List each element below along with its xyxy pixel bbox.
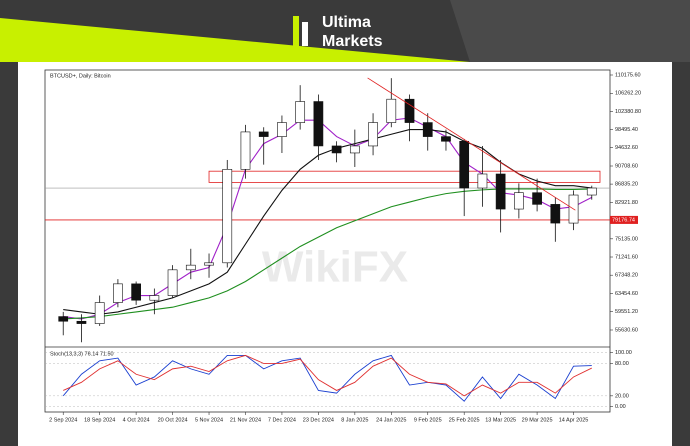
candle-body — [532, 192, 542, 205]
logo-icon — [302, 22, 308, 46]
candle-body — [313, 101, 324, 147]
price-label-bg — [610, 215, 638, 224]
candle-body — [149, 295, 160, 301]
candle-body — [131, 283, 141, 301]
candle-body — [185, 264, 196, 271]
y-tick-label: 75135.00 — [615, 236, 638, 242]
x-tick-label: 2 Sep 2024 — [49, 417, 77, 423]
plot-frame — [44, 69, 611, 413]
y-tick-label: 94632.60 — [615, 145, 638, 151]
y-tick-label: 80.00 — [615, 361, 629, 367]
x-tick-label: 5 Nov 2024 — [195, 417, 223, 423]
x-tick-label: 9 Feb 2025 — [414, 417, 442, 423]
y-tick-label: 86835.20 — [615, 182, 638, 188]
candle-body — [386, 98, 397, 123]
x-tick-label: 13 Mar 2025 — [485, 417, 516, 423]
x-tick-label: 14 Apr 2025 — [559, 417, 589, 423]
brand-name: Markets — [322, 33, 383, 50]
y-tick-label: 63454.60 — [615, 291, 638, 297]
y-tick-label: 110175.60 — [615, 72, 641, 78]
candle-body — [295, 101, 306, 123]
candle-body — [404, 98, 415, 123]
x-tick-label: 25 Feb 2025 — [449, 417, 480, 423]
candle-body — [586, 187, 597, 196]
candle-body — [477, 173, 488, 189]
candle-body — [514, 192, 524, 210]
candle-body — [459, 140, 470, 189]
candle-body — [76, 320, 87, 324]
x-tick-label: 23 Dec 2024 — [303, 417, 334, 423]
chart-panel — [18, 62, 672, 446]
y-tick-label: 100.00 — [615, 350, 632, 356]
candle-body — [167, 269, 178, 296]
x-tick-label: 20 Oct 2024 — [158, 417, 188, 423]
y-tick-label: 71241.60 — [615, 254, 638, 260]
x-tick-label: 24 Jan 2025 — [376, 417, 406, 423]
brand-name: Ultima — [322, 14, 371, 31]
candle-body — [422, 122, 433, 137]
candle-body — [277, 122, 287, 137]
candle-body — [550, 204, 561, 224]
candle-body — [258, 131, 269, 137]
chart-title: BTCUSD+, Daily: Bitcoin — [50, 73, 111, 79]
x-tick-label: 7 Dec 2024 — [268, 417, 296, 423]
candle-body — [495, 173, 506, 210]
candle-body — [58, 316, 69, 322]
x-tick-label: 29 Mar 2025 — [522, 417, 553, 423]
price-label: 79176.74 — [612, 217, 635, 223]
logo-icon — [293, 16, 299, 46]
y-tick-label: 106262.20 — [615, 91, 641, 97]
indicator-title: Stoch(13,3,3) 76.14 71.50 — [50, 351, 114, 357]
trendline — [367, 77, 576, 211]
candle-body — [368, 122, 378, 147]
y-tick-label: 98495.40 — [615, 127, 638, 133]
x-tick-label: 21 Nov 2024 — [230, 417, 261, 423]
y-tick-label: 55630.60 — [615, 327, 638, 333]
y-tick-label: 67348.20 — [615, 273, 638, 279]
candle-body — [331, 145, 342, 154]
y-tick-label: 59551.20 — [615, 309, 638, 315]
y-tick-label: 90708.60 — [615, 163, 638, 169]
brand-stripe — [0, 18, 470, 62]
y-tick-label: 20.00 — [615, 393, 629, 399]
resistance-zone — [208, 170, 601, 183]
x-tick-label: 4 Oct 2024 — [123, 417, 150, 423]
watermark: WikiFX — [262, 243, 408, 292]
stochastic-line — [63, 354, 592, 397]
x-tick-label: 18 Sep 2024 — [84, 417, 115, 423]
candle-body — [222, 169, 233, 264]
candle-body — [240, 131, 251, 170]
y-tick-label: 102380.80 — [615, 109, 641, 115]
y-tick-label: 82921.80 — [615, 200, 638, 206]
candle-body — [441, 136, 451, 142]
candle-body — [94, 302, 105, 324]
candle-body — [113, 283, 123, 303]
y-tick-label: 0.00 — [615, 404, 626, 410]
candle-body — [349, 145, 360, 154]
x-tick-label: 8 Jan 2025 — [341, 417, 368, 423]
brand-shade — [450, 0, 690, 62]
candle-body — [204, 262, 214, 266]
